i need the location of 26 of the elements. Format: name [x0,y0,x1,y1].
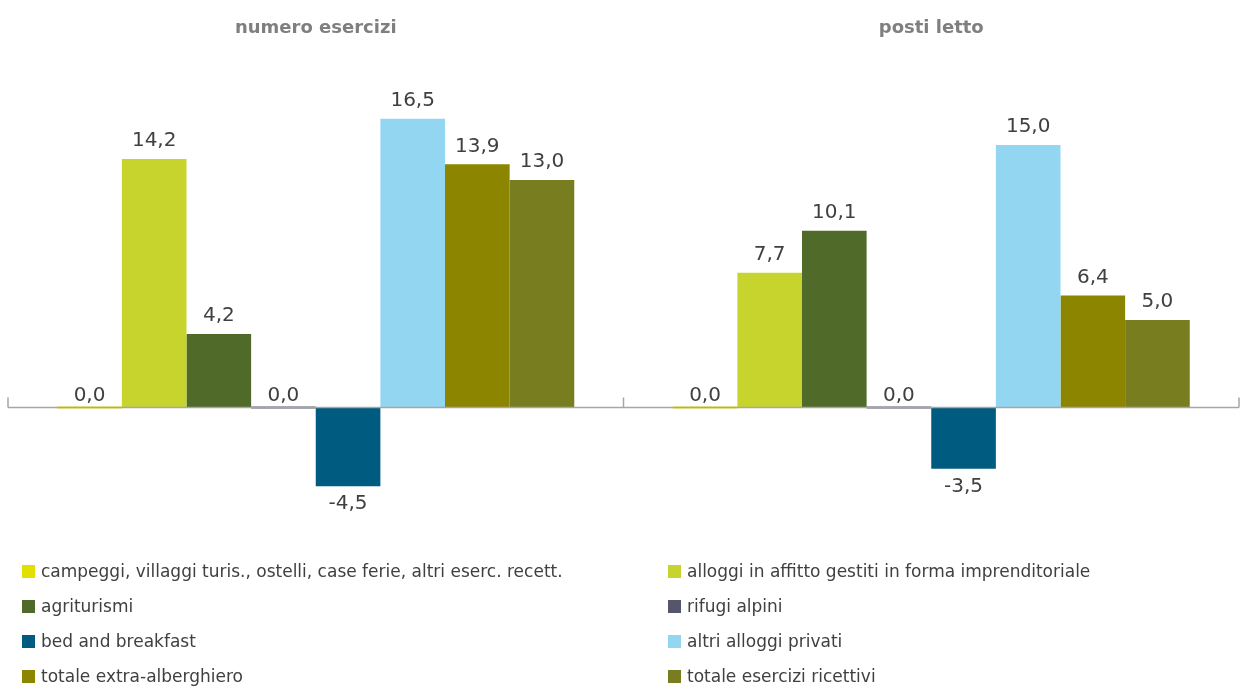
legend-label: altri alloggi privati [687,631,843,651]
legend-label: totale esercizi ricettivi [687,666,876,686]
legend-label: rifugi alpini [687,596,783,616]
data-label: 13,0 [519,148,565,173]
x-tick-label: posti letto [878,16,984,38]
data-label: 14,2 [131,127,177,152]
legend-label: bed and breakfast [41,631,196,651]
legend-label: totale extra-alberghiero [41,666,244,686]
data-label: 7,7 [753,241,786,265]
data-label: 0,0 [883,381,915,406]
data-label: 5,0 [1141,288,1174,313]
data-label: 15,0 [1005,113,1051,138]
data-label: -3,5 [944,472,984,497]
data-label: -4,5 [328,490,368,515]
data-label: 0,0 [267,381,300,406]
x-tick-label: numero esercizi [234,16,397,38]
legend-label: alloggi in affitto gestiti in forma imprenditoriale [687,561,1091,581]
data-label: 13,9 [455,132,500,157]
data-label: 16,5 [390,87,435,112]
data-label: 6,4 [1076,263,1109,288]
data-label: 0,0 [73,381,106,406]
legend-label: agriturismi [41,596,134,616]
legend-label: campeggi, villaggi turis., ostelli, case ferie, altri eserc. recett. [41,561,563,581]
data-label: 0,0 [689,381,721,406]
data-label: 4,2 [202,302,235,327]
data-label: 10,1 [812,199,857,224]
